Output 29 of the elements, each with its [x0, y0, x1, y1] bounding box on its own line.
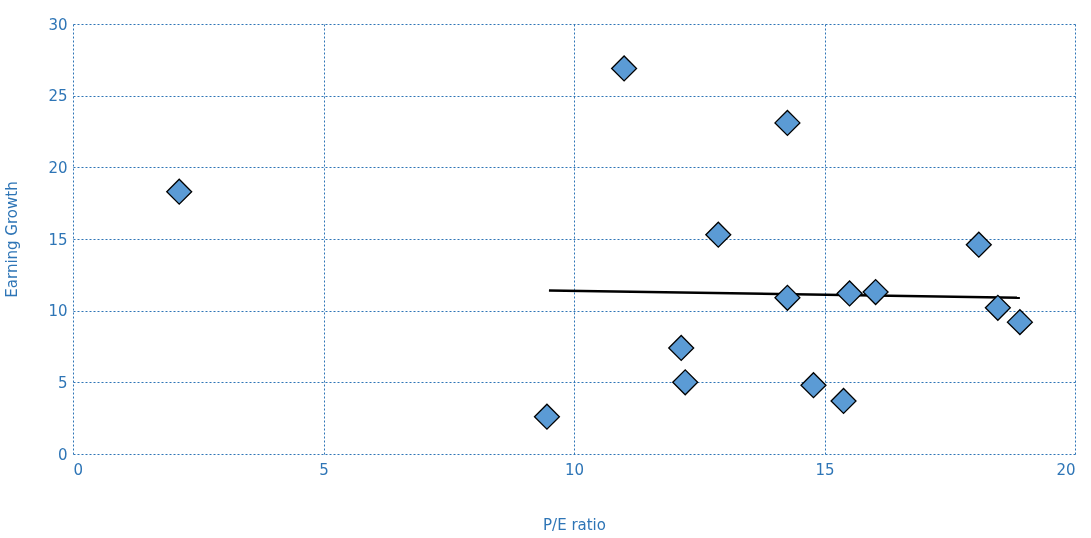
y-tick-label: 25	[48, 87, 68, 106]
x-tick-label: 20	[1056, 460, 1076, 479]
point	[1006, 309, 1033, 336]
point	[533, 403, 561, 430]
y-tick-label: 10	[48, 302, 68, 321]
point	[862, 278, 889, 306]
y-tick-label: 0	[57, 445, 68, 464]
point	[611, 55, 638, 82]
y-tick-label: 5	[57, 373, 68, 392]
y-axis-title: Earning Growth	[3, 181, 22, 298]
x-tick-label: 0	[73, 460, 84, 479]
x-tick-label: 5	[319, 460, 329, 479]
x-tick-label: 15	[815, 460, 835, 479]
y-tick-label: 20	[48, 158, 68, 177]
y-tick-label: 30	[48, 15, 68, 34]
point	[965, 231, 992, 258]
y-tick-label: 15	[48, 230, 68, 249]
point	[984, 294, 1011, 321]
point	[672, 369, 699, 396]
x-axis-title: P/E ratio	[543, 515, 606, 534]
point	[800, 372, 827, 399]
x-tick-label: 10	[564, 460, 585, 479]
point	[166, 178, 193, 205]
point	[836, 280, 863, 307]
point	[705, 221, 732, 248]
point	[668, 334, 695, 362]
point	[774, 284, 801, 311]
point	[830, 387, 857, 415]
point	[774, 109, 801, 136]
